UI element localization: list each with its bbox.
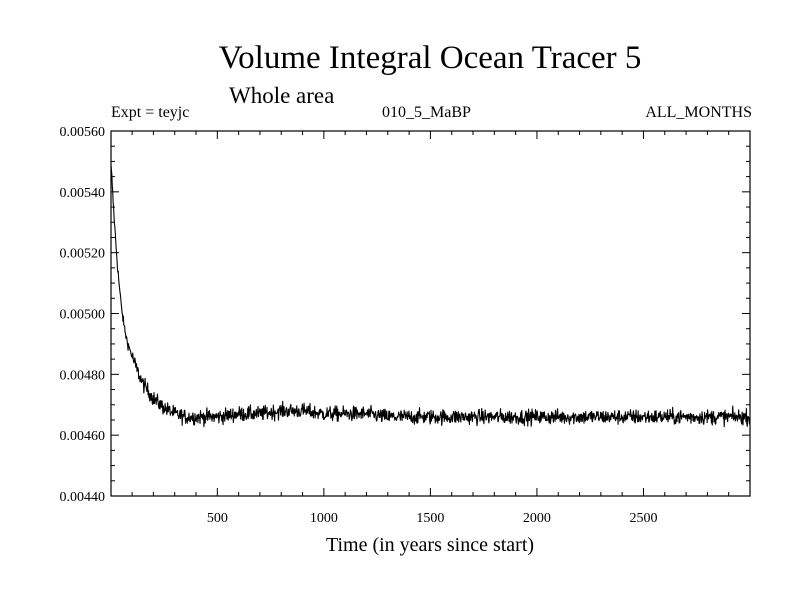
tick-layer [111, 130, 750, 497]
y-tick-label: 0.00560 [60, 125, 106, 140]
chart-subtitle: Whole area [229, 83, 335, 108]
series-layer [110, 165, 751, 428]
x-axis-label: Time (in years since start) [325, 534, 535, 556]
x-tick-label: 2000 [523, 511, 551, 526]
y-tick-label: 0.00500 [60, 308, 106, 323]
x-tick-label: 2500 [629, 511, 657, 526]
y-tick-label: 0.00520 [60, 247, 106, 262]
y-tick-label: 0.00460 [60, 429, 106, 444]
y-tick-label: 0.00480 [60, 368, 106, 383]
chart-title: Volume Integral Ocean Tracer 5 [218, 40, 642, 76]
months-label: ALL_MONTHS [645, 104, 752, 121]
tick-label-layer: 0.00440 0.00460 0.00480 0.00500 0.00520 0.005… [60, 125, 658, 526]
run-label: 010_5_MaBP [382, 104, 471, 121]
x-tick-label: 1000 [310, 511, 338, 526]
series-line [110, 165, 751, 428]
experiment-label: Expt = teyjc [111, 104, 190, 121]
y-tick-label: 0.00540 [60, 186, 106, 201]
x-tick-label: 500 [207, 511, 228, 526]
y-tick-label: 0.00440 [60, 490, 106, 505]
x-tick-label: 1500 [416, 511, 444, 526]
plot-frame [110, 130, 751, 497]
